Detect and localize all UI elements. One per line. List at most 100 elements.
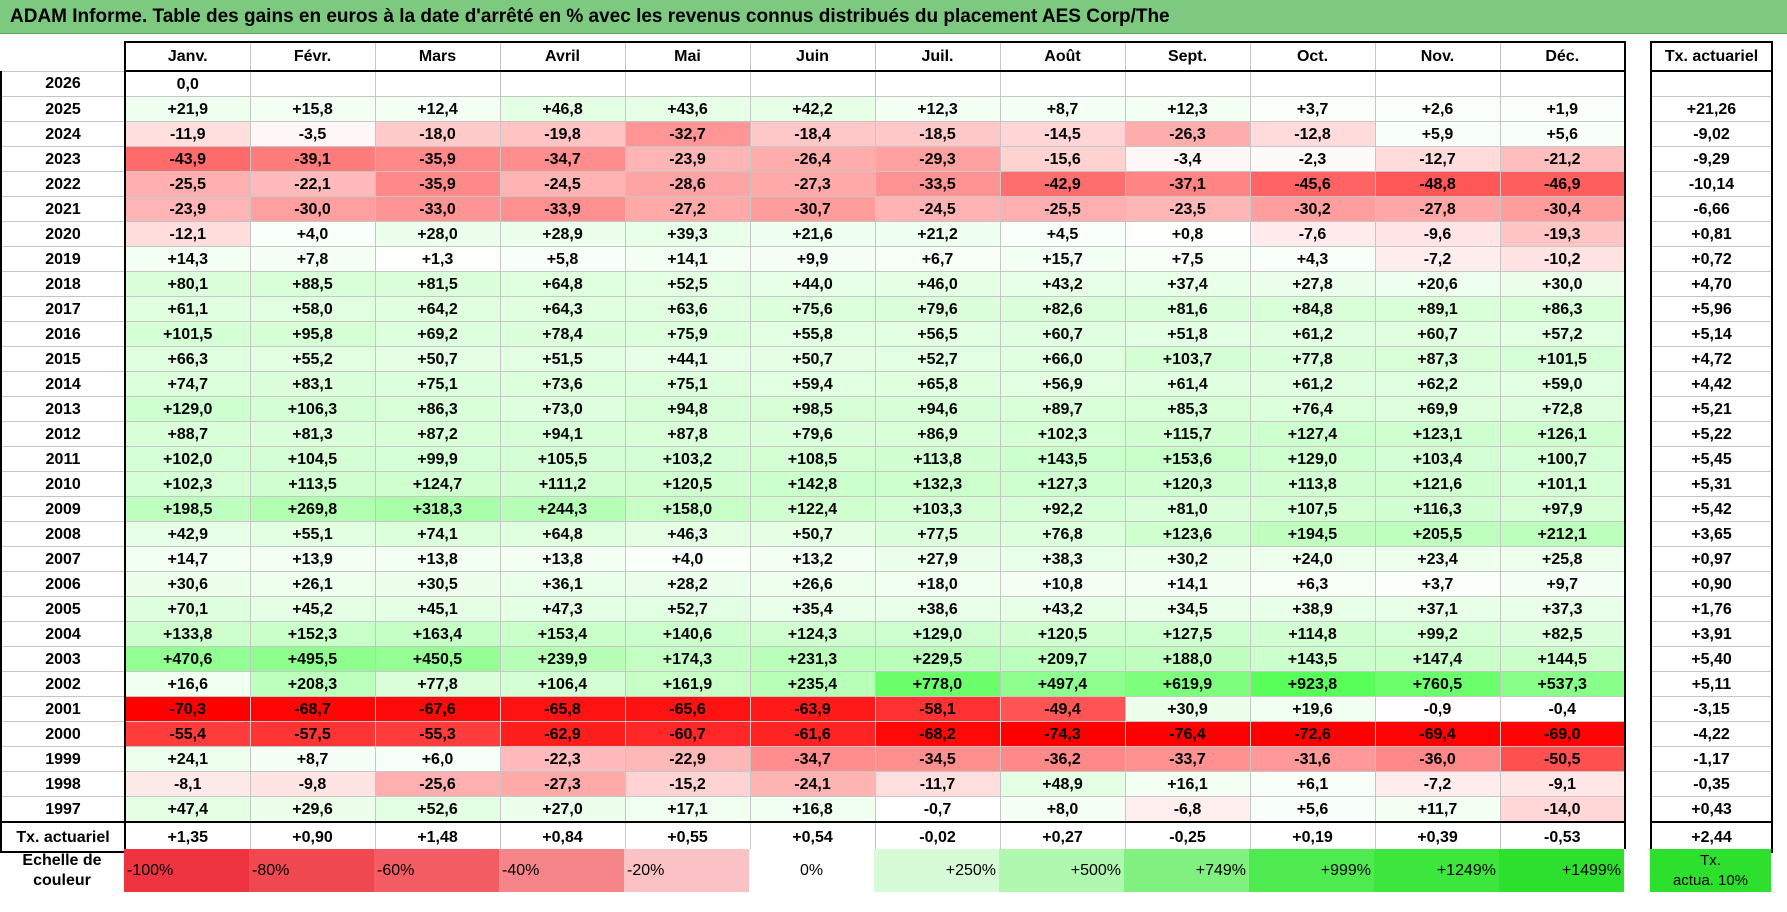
table-row: 2000 -55,4 -57,5 -55,3 -62,9 -60,7 -61,6 -68,2-… [0, 721, 1773, 747]
summary-cell: +0,19 [1249, 821, 1376, 853]
table-row: 2003 +470,6 +495,5 +450,5 +239,9 +174,3 +231,3… [0, 646, 1773, 672]
gain-cell: +43,6 [624, 96, 751, 122]
gain-cell: +163,4 [374, 621, 501, 647]
gain-cell: -18,4 [749, 121, 876, 147]
gain-cell: +66,0 [999, 346, 1126, 372]
summary-label: Tx. actuariel [0, 821, 126, 853]
actuarial-cell: -10,14 [1650, 171, 1773, 197]
gain-cell: -36,0 [1374, 746, 1501, 772]
month-header: Août [999, 41, 1126, 72]
gain-cell: +56,9 [999, 371, 1126, 397]
gain-cell: +43,2 [999, 271, 1126, 297]
table-row: 2004 +133,8 +152,3 +163,4 +153,4 +140,6 +124,3… [0, 621, 1773, 647]
gain-cell: -72,6 [1249, 721, 1376, 747]
gain-cell: +95,8 [249, 321, 376, 347]
gain-cell: +18,0 [874, 571, 1001, 597]
gain-cell: +124,7 [374, 471, 501, 497]
gain-cell: -33,5 [874, 171, 1001, 197]
actuarial-cell: +0,90 [1650, 571, 1773, 597]
gain-cell: -42,9 [999, 171, 1126, 197]
gain-cell: +46,0 [874, 271, 1001, 297]
gain-cell: -25,5 [124, 171, 251, 197]
gain-cell: +13,8 [374, 546, 501, 572]
gain-cell: -27,3 [499, 771, 626, 797]
gain-cell: +45,2 [249, 596, 376, 622]
gain-cell: +0,8 [1124, 221, 1251, 247]
gain-cell: -33,0 [374, 196, 501, 222]
gain-cell: -19,8 [499, 121, 626, 147]
actuarial-cell: -1,17 [1650, 746, 1773, 772]
gain-cell: -68,7 [249, 696, 376, 722]
gain-cell: +61,2 [1249, 321, 1376, 347]
gain-cell: +23,4 [1374, 546, 1501, 572]
table-row: 2022 -25,5 -22,1 -35,9 -24,5 -28,6 -27,3 -33,5-… [0, 171, 1773, 197]
gain-cell: +99,9 [374, 446, 501, 472]
gain-cell: +147,4 [1374, 646, 1501, 672]
gain-cell: +231,3 [749, 646, 876, 672]
column-gap [1625, 71, 1651, 97]
summary-cell: +0,84 [499, 821, 626, 853]
gain-cell: +76,8 [999, 521, 1126, 547]
column-gap [1625, 246, 1651, 272]
year-cell: 2002 [0, 671, 126, 697]
gain-cell: +3,7 [1374, 571, 1501, 597]
legend-swatch: +1249% [1374, 849, 1499, 892]
gain-cell: +50,7 [749, 346, 876, 372]
month-header: Sept. [1124, 41, 1251, 72]
gain-cell: -69,0 [1499, 721, 1626, 747]
gain-cell: +29,6 [249, 796, 376, 823]
gain-cell: +88,5 [249, 271, 376, 297]
report-title: ADAM Informe. Table des gains en euros à… [10, 6, 1170, 27]
gain-cell: -61,6 [749, 721, 876, 747]
gain-cell: -30,2 [1249, 196, 1376, 222]
gain-cell: -11,9 [124, 121, 251, 147]
gain-cell: -27,2 [624, 196, 751, 222]
gain-cell: +81,6 [1124, 296, 1251, 322]
gain-cell: -22,1 [249, 171, 376, 197]
gain-cell: +37,1 [1374, 596, 1501, 622]
actuarial-cell: +0,97 [1650, 546, 1773, 572]
gain-cell: +30,9 [1124, 696, 1251, 722]
gain-cell: -26,4 [749, 146, 876, 172]
year-cell: 2001 [0, 696, 126, 722]
gain-cell: +113,8 [874, 446, 1001, 472]
gain-cell: +14,1 [1124, 571, 1251, 597]
gain-cell: -26,3 [1124, 121, 1251, 147]
gain-cell: +35,4 [749, 596, 876, 622]
legend-label: Echelle de couleur [0, 849, 124, 892]
gain-cell: -62,9 [499, 721, 626, 747]
gain-cell: +64,8 [499, 521, 626, 547]
gain-cell: +21,6 [749, 221, 876, 247]
gain-cell: +4,3 [1249, 246, 1376, 272]
gain-cell: +81,0 [1124, 496, 1251, 522]
table-row: 2001 -70,3 -68,7 -67,6 -65,8 -65,6 -63,9 -58,1-… [0, 696, 1773, 722]
gain-cell: -63,9 [749, 696, 876, 722]
summary-cell: +1,48 [374, 821, 501, 853]
gain-cell: +26,1 [249, 571, 376, 597]
column-gap [1625, 196, 1651, 222]
actuarial-header: Tx. actuariel [1650, 41, 1773, 72]
column-gap [1625, 671, 1651, 697]
gain-cell: +142,8 [749, 471, 876, 497]
gain-cell: -24,5 [874, 196, 1001, 222]
gain-cell: +113,8 [1249, 471, 1376, 497]
gain-cell: -27,3 [749, 171, 876, 197]
gain-cell: +495,5 [249, 646, 376, 672]
year-cell: 2012 [0, 421, 126, 447]
gain-cell: +5,8 [499, 246, 626, 272]
gain-cell: -9,1 [1499, 771, 1626, 797]
gain-cell: -11,7 [874, 771, 1001, 797]
actuarial-cell: +4,42 [1650, 371, 1773, 397]
column-gap [1625, 646, 1651, 672]
gain-cell: +5,6 [1249, 796, 1376, 823]
gain-cell: +88,7 [124, 421, 251, 447]
gain-cell: +20,6 [1374, 271, 1501, 297]
year-cell: 2007 [0, 546, 126, 572]
gain-cell: +9,7 [1499, 571, 1626, 597]
gain-cell: +16,8 [749, 796, 876, 823]
gain-cell: +235,4 [749, 671, 876, 697]
gain-cell: +77,5 [874, 521, 1001, 547]
gain-cell: +537,3 [1499, 671, 1626, 697]
gain-cell: -65,6 [624, 696, 751, 722]
gain-cell: +51,5 [499, 346, 626, 372]
